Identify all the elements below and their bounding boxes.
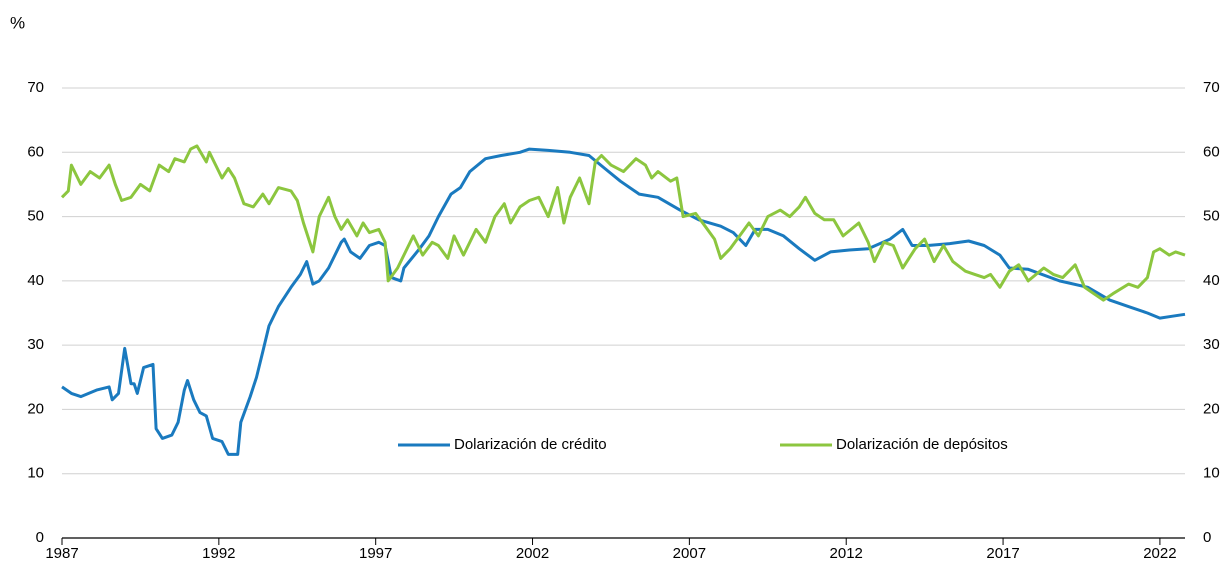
legend-label: Dolarización de depósitos	[836, 436, 1008, 453]
y2-tick-label: 40	[1203, 272, 1220, 289]
series-line	[61, 147, 1186, 456]
x-tick-label: 1997	[359, 545, 392, 562]
x-tick-label: 1987	[45, 545, 78, 562]
y2-tick-label: 10	[1203, 465, 1220, 482]
y-tick-label: 70	[27, 79, 44, 96]
x-tick-label: 2017	[986, 545, 1019, 562]
y-tick-label: 40	[27, 272, 44, 289]
y-tick-label: 0	[36, 529, 44, 546]
y2-tick-label: 60	[1203, 143, 1220, 160]
legend-label: Dolarización de crédito	[454, 436, 607, 453]
series-line	[60, 144, 1186, 302]
x-tick-label: 2012	[830, 545, 863, 562]
y-unit-label: %	[10, 13, 25, 32]
x-tick-label: 2007	[673, 545, 706, 562]
y-tick-label: 20	[27, 400, 44, 417]
y2-tick-label: 70	[1203, 79, 1220, 96]
y2-tick-label: 20	[1203, 400, 1220, 417]
y-tick-label: 50	[27, 208, 44, 225]
x-tick-label: 2022	[1143, 545, 1176, 562]
y-tick-label: 30	[27, 336, 44, 353]
y-tick-label: 10	[27, 465, 44, 482]
y2-tick-label: 30	[1203, 336, 1220, 353]
y2-tick-label: 50	[1203, 208, 1220, 225]
y2-tick-label: 0	[1203, 529, 1211, 546]
x-tick-label: 1992	[202, 545, 235, 562]
x-tick-label: 2002	[516, 545, 549, 562]
y-tick-label: 60	[27, 143, 44, 160]
